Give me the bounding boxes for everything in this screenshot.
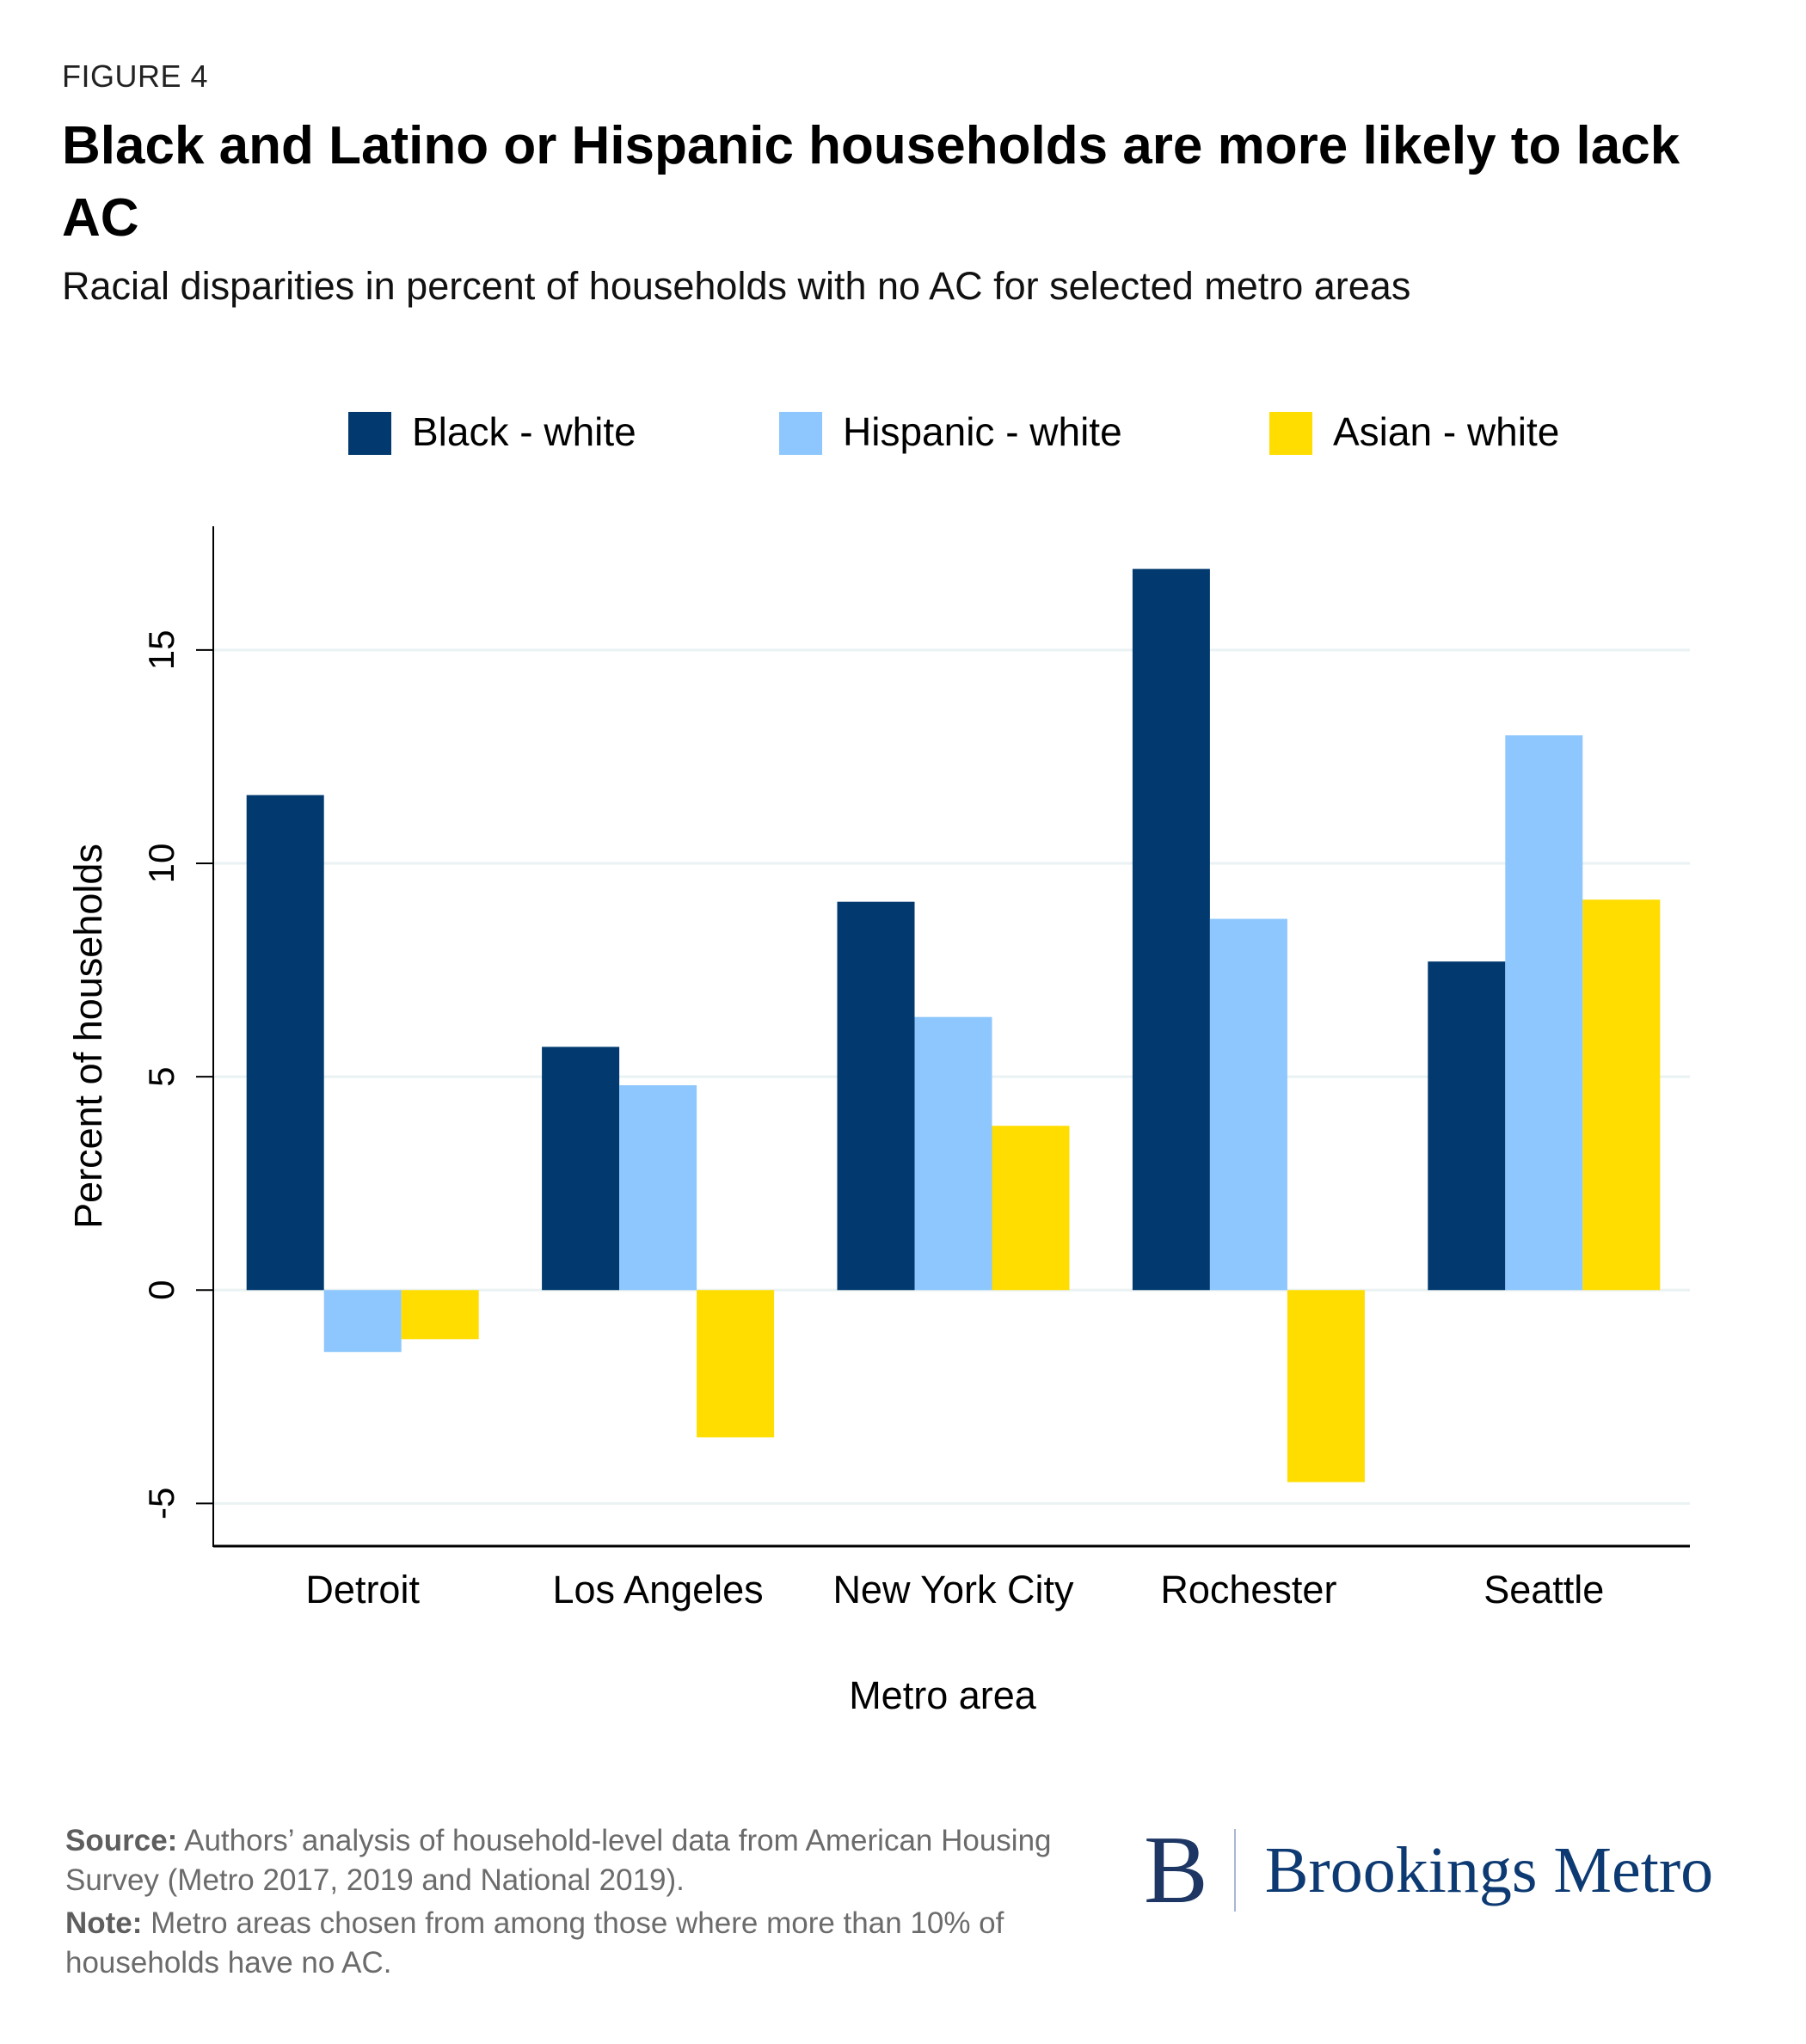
y-ticks: -5 0 5 10 15	[141, 630, 213, 1519]
x-axis-label: Metro area	[849, 1673, 1037, 1717]
bar-asian-new-york-city	[992, 1126, 1070, 1291]
legend-swatch	[779, 412, 822, 455]
source-label: Source:	[65, 1824, 178, 1857]
bar-asian-los-angeles	[697, 1290, 775, 1438]
bar-black-new-york-city	[837, 901, 915, 1291]
note: Note: Metro areas chosen from among thos…	[65, 1904, 1097, 1983]
x-tick-label: Seattle	[1484, 1568, 1604, 1611]
legend-label: Black - white	[412, 409, 636, 454]
source-note: Source: Authors’ analysis of household-l…	[65, 1821, 1097, 1900]
note-label: Note:	[65, 1906, 143, 1940]
source-text: Authors’ analysis of household-level dat…	[65, 1824, 1052, 1897]
bar-hispanic-rochester	[1209, 918, 1287, 1291]
bar-chart: Black - white Hispanic - white Asian - whi…	[66, 409, 1690, 1717]
logo-divider	[1233, 1829, 1236, 1912]
bar-asian-detroit	[401, 1290, 479, 1340]
bar-hispanic-seattle	[1505, 735, 1583, 1291]
x-ticks: Detroit Los Angeles New York City Rochester…	[305, 1568, 1604, 1611]
axes	[212, 526, 1690, 1548]
y-axis-label: Percent of households	[66, 844, 110, 1229]
bar-hispanic-los-angeles	[619, 1085, 697, 1291]
logo-mark: B	[1144, 1817, 1208, 1924]
y-tick-label: -5	[141, 1488, 181, 1519]
chart-subtitle: Racial disparities in percent of househo…	[62, 264, 1411, 308]
legend-swatch	[348, 412, 391, 455]
legend: Black - white Hispanic - white Asian - whi…	[348, 409, 1559, 455]
figure-label: FIGURE 4	[62, 58, 209, 94]
bar-asian-seattle	[1582, 899, 1661, 1291]
x-tick-label: Rochester	[1160, 1568, 1336, 1611]
legend-swatch	[1269, 412, 1312, 455]
chart-title: Black and Latino or Hispanic households …	[62, 116, 1680, 248]
x-tick-label: Los Angeles	[552, 1568, 763, 1611]
logo-text: Brookings Metro	[1264, 1834, 1714, 1906]
bar-black-los-angeles	[542, 1047, 620, 1291]
bar-black-rochester	[1132, 568, 1210, 1291]
bar-hispanic-new-york-city	[914, 1016, 992, 1291]
footer-notes: Source: Authors’ analysis of household-l…	[65, 1821, 1097, 1986]
legend-label: Hispanic - white	[843, 409, 1122, 454]
y-tick-label: 0	[141, 1280, 181, 1300]
bar-hispanic-detroit	[323, 1290, 402, 1353]
legend-label: Asian - white	[1333, 409, 1559, 454]
bar-black-seattle	[1428, 961, 1506, 1291]
brookings-metro-logo: B Brookings Metro	[1144, 1817, 1714, 1924]
bar-black-detroit	[246, 795, 324, 1291]
bar-asian-rochester	[1287, 1290, 1365, 1482]
y-tick-label: 5	[141, 1066, 181, 1086]
x-tick-label: New York City	[832, 1568, 1074, 1611]
y-tick-label: 10	[141, 844, 181, 884]
note-text: Metro areas chosen from among those wher…	[65, 1906, 1004, 1980]
bars	[246, 568, 1661, 1482]
x-tick-label: Detroit	[305, 1568, 420, 1611]
y-tick-label: 15	[141, 630, 181, 671]
